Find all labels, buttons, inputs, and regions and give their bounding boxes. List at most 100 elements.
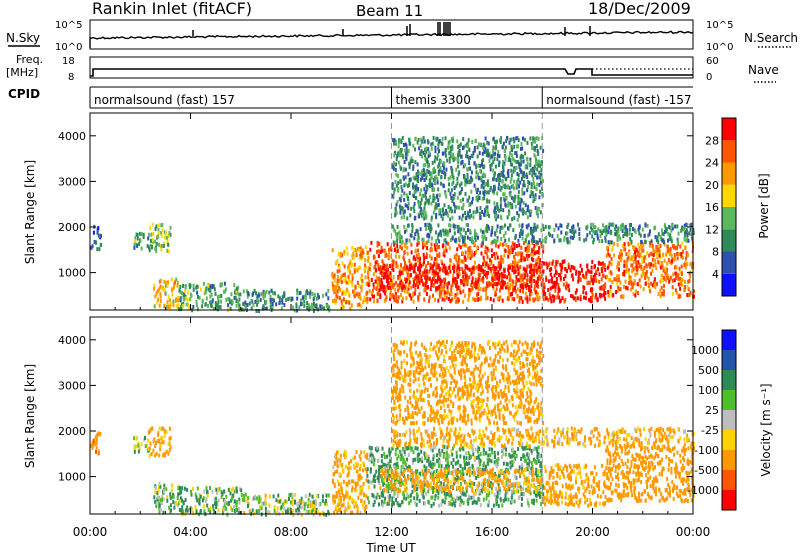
- heatmap-cell: [281, 510, 284, 515]
- heatmap-cell: [394, 447, 397, 452]
- heatmap-cell: [431, 462, 434, 467]
- heatmap-cell: [593, 225, 596, 230]
- heatmap-cell: [178, 499, 181, 504]
- heatmap-cell: [637, 291, 639, 295]
- heatmap-cell: [501, 503, 504, 508]
- heatmap-cell: [521, 223, 524, 228]
- heatmap-cell: [444, 136, 447, 141]
- heatmap-cell: [467, 210, 470, 215]
- heatmap-cell: [445, 240, 448, 245]
- heatmap-cell: [434, 180, 437, 185]
- heatmap-cell: [423, 464, 426, 469]
- heatmap-cell: [532, 252, 535, 257]
- heatmap-cell: [367, 266, 370, 271]
- heatmap-cell: [243, 498, 246, 503]
- heatmap-cell: [494, 164, 497, 169]
- heatmap-cell: [567, 265, 570, 270]
- heatmap-cell: [311, 503, 314, 508]
- heatmap-cell: [519, 162, 522, 167]
- heatmap-cell: [359, 296, 362, 301]
- heatmap-cell: [530, 274, 533, 279]
- heatmap-cell: [316, 510, 319, 515]
- heatmap-cell: [451, 144, 454, 149]
- heatmap-cell: [278, 300, 281, 305]
- heatmap-cell: [485, 262, 488, 267]
- heatmap-cell: [170, 508, 172, 513]
- heatmap-cell: [412, 175, 415, 180]
- heatmap-cell: [147, 430, 150, 435]
- heatmap-cell: [474, 491, 477, 496]
- heatmap-cell: [496, 191, 499, 196]
- heatmap-cell: [597, 227, 600, 232]
- heatmap-cell: [159, 244, 162, 249]
- heatmap-cell: [495, 217, 498, 222]
- heatmap-cell: [440, 464, 443, 469]
- heatmap-cell: [392, 161, 395, 166]
- heatmap-cell: [338, 265, 341, 270]
- heatmap-cell: [535, 268, 538, 273]
- heatmap-cell: [383, 285, 386, 289]
- heatmap-cell: [551, 285, 554, 290]
- heatmap-cell: [425, 292, 428, 296]
- heatmap-cell: [439, 229, 442, 234]
- heatmap-cell: [470, 189, 473, 194]
- heatmap-cell: [482, 481, 485, 486]
- heatmap-cell: [393, 138, 396, 143]
- heatmap-cell: [404, 148, 407, 153]
- heatmap-cell: [481, 151, 484, 156]
- heatmap-cell: [361, 248, 364, 253]
- heatmap-cell: [480, 243, 483, 248]
- heatmap-cell: [395, 260, 398, 265]
- heatmap-cell: [520, 159, 523, 164]
- heatmap-cell: [504, 452, 507, 457]
- heatmap-cell: [169, 436, 172, 441]
- heatmap-cell: [621, 243, 624, 248]
- heatmap-cell: [438, 269, 441, 274]
- heatmap-cell: [184, 285, 187, 290]
- heatmap-cell: [365, 469, 368, 474]
- heatmap-cell: [405, 296, 408, 301]
- heatmap-cell: [595, 278, 598, 283]
- power-colorbar-label: Power [dB]: [757, 173, 771, 238]
- heatmap-cell: [394, 254, 397, 259]
- heatmap-cell: [351, 273, 354, 278]
- heatmap-cell: [682, 249, 685, 254]
- heatmap-cell: [372, 282, 375, 287]
- heatmap-cell: [691, 236, 694, 241]
- heatmap-cell: [495, 177, 498, 182]
- heatmap-cell: [520, 296, 523, 301]
- heatmap-cell: [514, 262, 517, 267]
- heatmap-cell: [450, 168, 453, 173]
- heatmap-cell: [334, 454, 336, 459]
- heatmap-cell: [476, 154, 479, 159]
- heatmap-cell: [504, 202, 507, 207]
- heatmap-cell: [503, 192, 506, 197]
- heatmap-cell: [522, 154, 525, 159]
- heatmap-cell: [464, 466, 466, 471]
- heatmap-cell: [503, 174, 506, 179]
- heatmap-cell: [382, 265, 384, 270]
- heatmap-cell: [510, 144, 513, 149]
- heatmap-cell: [360, 475, 363, 480]
- heatmap-cell: [427, 239, 430, 244]
- heatmap-cell: [406, 152, 409, 157]
- heatmap-cell: [399, 283, 402, 288]
- heatmap-cell: [526, 175, 529, 179]
- heatmap-cell: [526, 264, 529, 269]
- heatmap-cell: [627, 255, 630, 260]
- heatmap-cell: [520, 198, 523, 203]
- heatmap-cell: [347, 291, 350, 295]
- heatmap-cell: [399, 263, 402, 268]
- heatmap-cell: [674, 224, 677, 229]
- heatmap-cell: [623, 284, 625, 289]
- heatmap-cell: [556, 260, 559, 265]
- heatmap-cell: [439, 181, 442, 186]
- heatmap-cell: [434, 247, 437, 252]
- heatmap-cell: [521, 146, 524, 151]
- heatmap-cell: [661, 264, 664, 269]
- heatmap-cell: [399, 272, 402, 277]
- heatmap-cell: [520, 258, 523, 263]
- heatmap-cell: [456, 261, 459, 266]
- heatmap-cell: [480, 270, 483, 275]
- heatmap-cell: [389, 275, 392, 280]
